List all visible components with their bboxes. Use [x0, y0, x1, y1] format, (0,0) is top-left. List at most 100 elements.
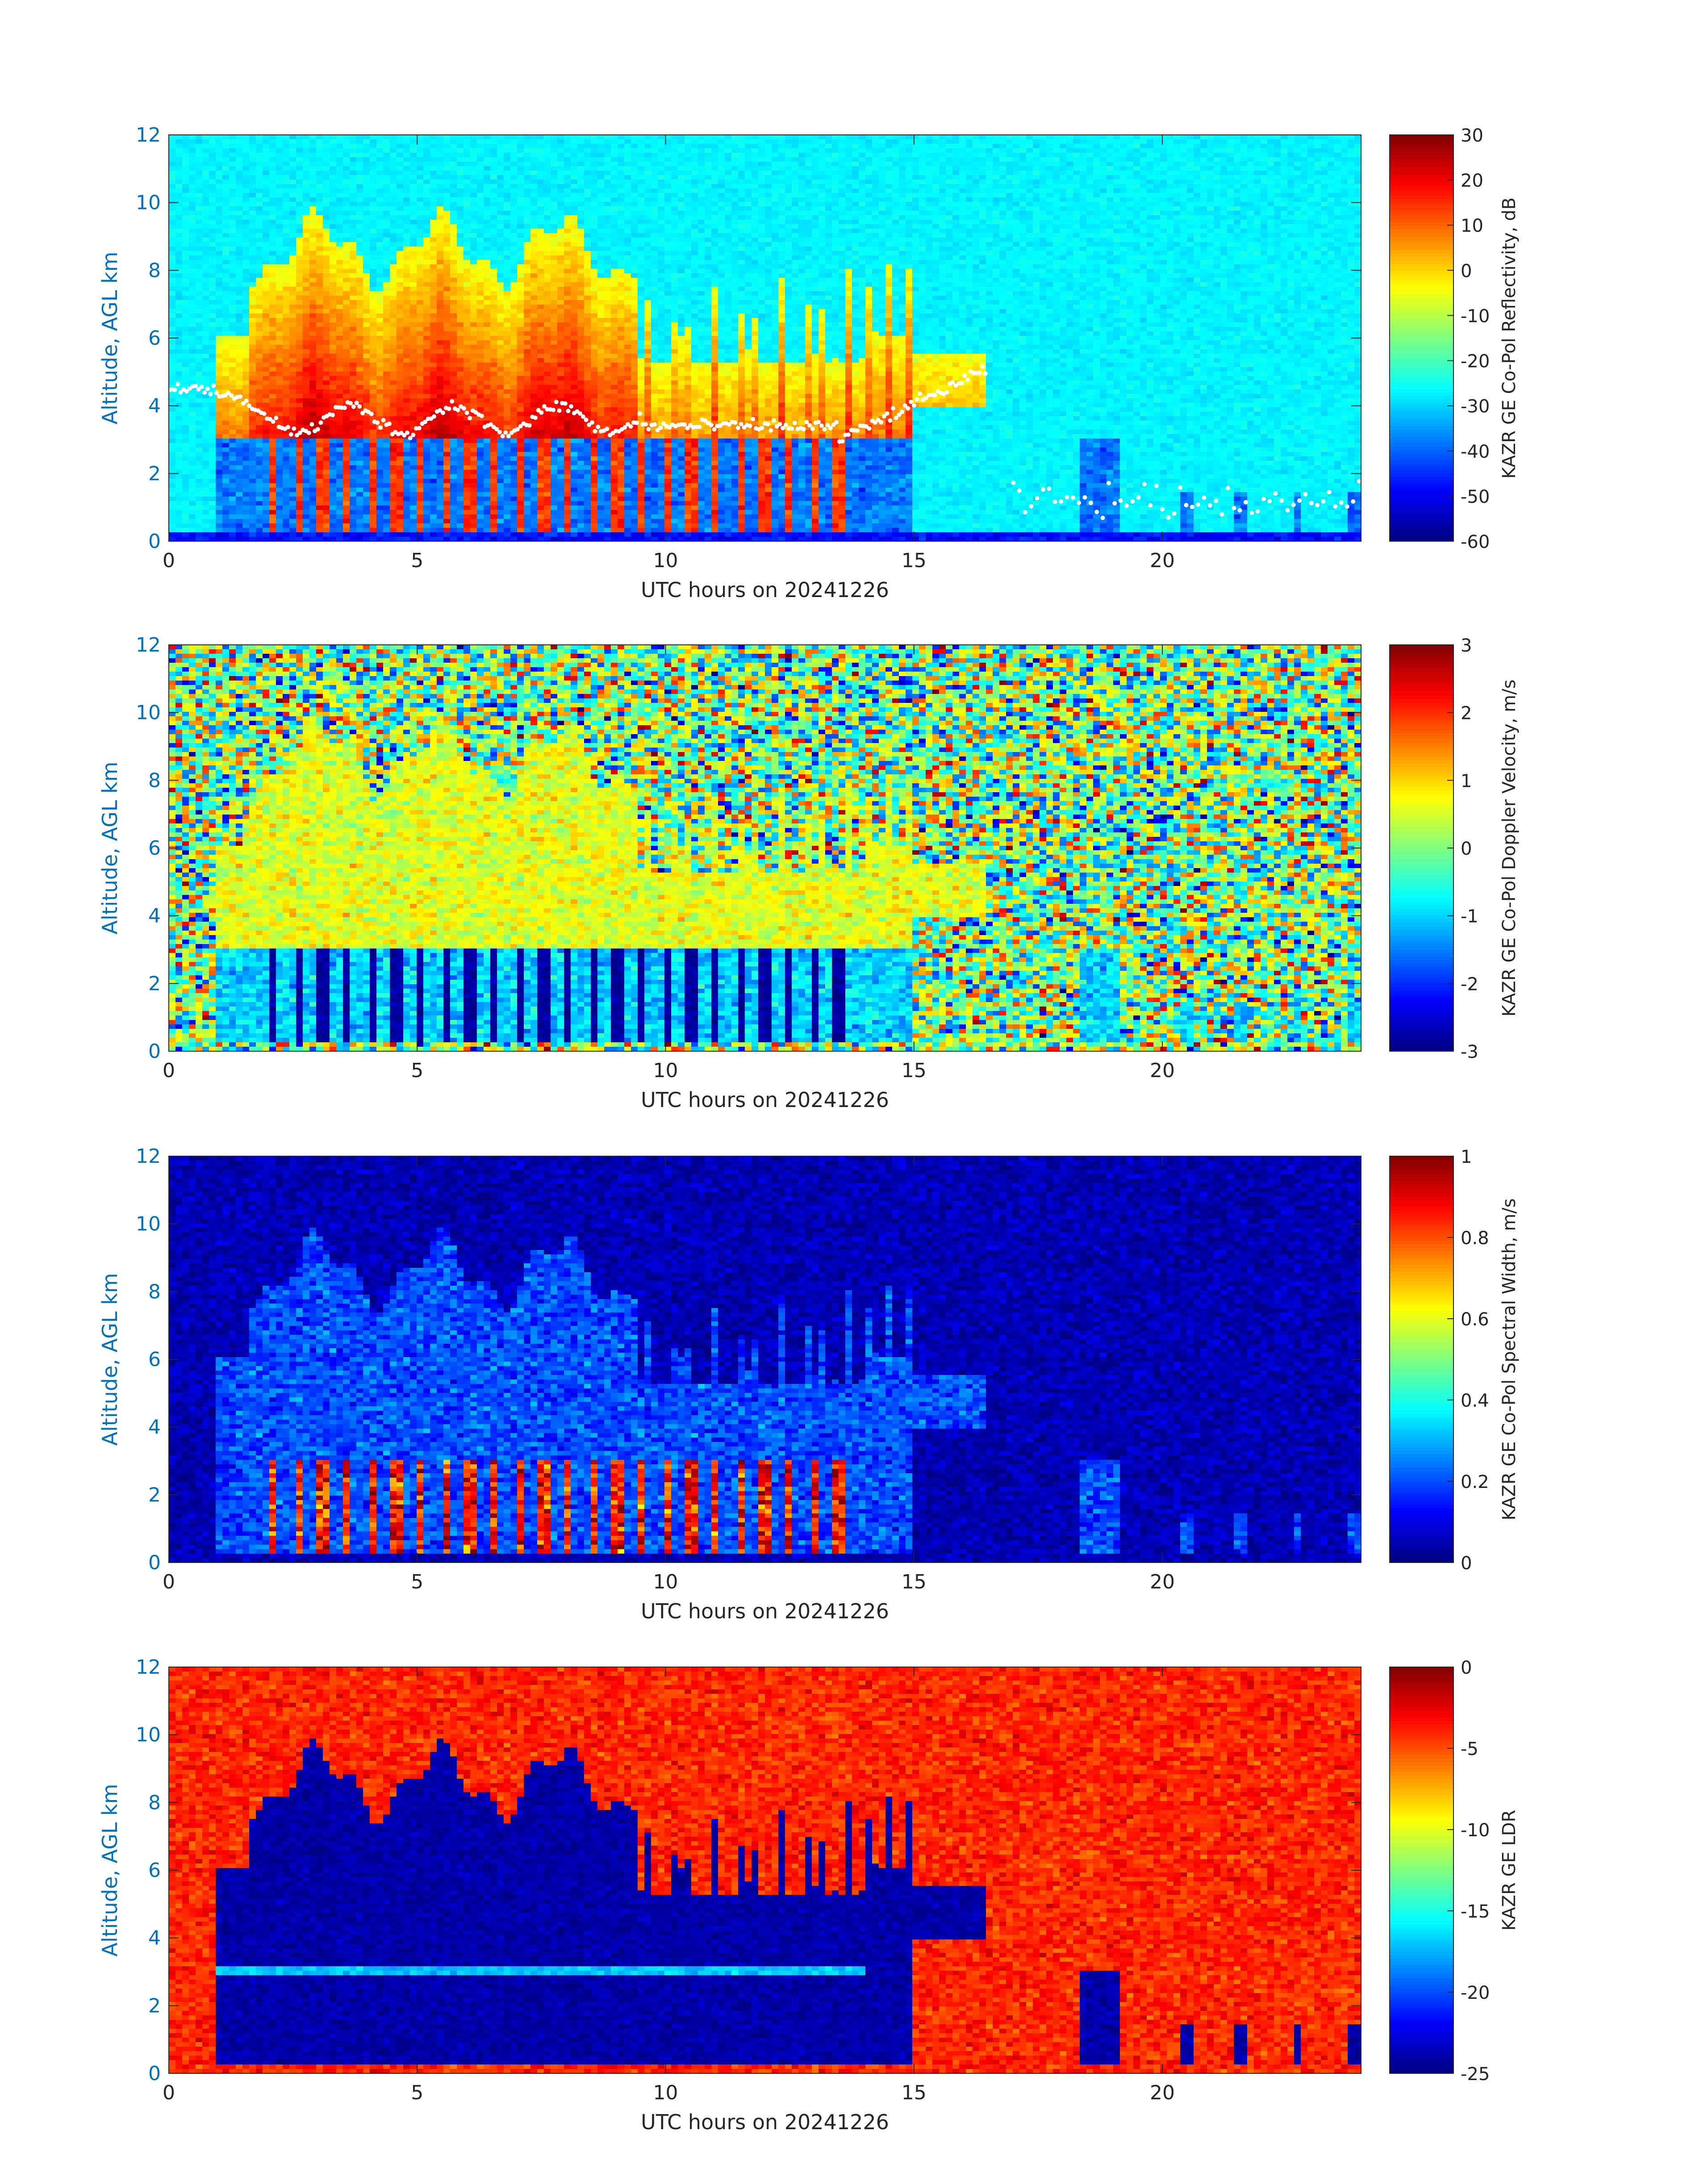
heatmap-cell — [256, 273, 263, 278]
heatmap-cell — [236, 425, 243, 430]
heatmap-cell — [209, 506, 216, 510]
heatmap-cell — [229, 385, 236, 390]
heatmap-cell — [289, 380, 296, 385]
heatmap-cell — [196, 456, 203, 461]
heatmap-cell — [323, 287, 330, 292]
heatmap-cell — [196, 532, 203, 537]
heatmap-cell — [216, 479, 223, 484]
heatmap-cell — [196, 479, 203, 484]
heatmap-cell — [169, 211, 176, 216]
heatmap-cell — [263, 278, 270, 283]
heatmap-cell — [296, 255, 303, 260]
heatmap-cell — [263, 193, 270, 198]
heatmap-cell — [256, 439, 263, 443]
heatmap-cell — [263, 479, 270, 484]
heatmap-cell — [283, 264, 290, 269]
heatmap-cell — [289, 215, 296, 220]
heatmap-cell — [209, 497, 216, 501]
heatmap-cell — [276, 345, 283, 350]
heatmap-cell — [316, 336, 323, 341]
heatmap-cell — [303, 171, 310, 175]
heatmap-cell — [236, 483, 243, 488]
heatmap-cell — [202, 363, 209, 368]
heatmap-cell — [236, 327, 243, 332]
heatmap-cell — [309, 492, 317, 497]
heatmap-cell — [249, 309, 256, 314]
heatmap-cell — [175, 501, 183, 506]
heatmap-cell — [276, 269, 283, 274]
heatmap-cell — [209, 287, 216, 292]
heatmap-cell — [289, 309, 296, 314]
heatmap-cell — [256, 367, 263, 372]
heatmap-cell — [303, 465, 310, 470]
heatmap-cell — [296, 206, 303, 211]
heatmap-cell — [202, 197, 209, 202]
heatmap-cell — [289, 497, 296, 501]
heatmap-cell — [189, 224, 196, 229]
heatmap-cell — [323, 188, 330, 193]
heatmap-cell — [249, 157, 256, 162]
heatmap-cell — [283, 148, 290, 153]
heatmap-cell — [222, 412, 230, 417]
heatmap-cell — [323, 336, 330, 341]
heatmap-cell — [269, 193, 276, 198]
heatmap-cell — [269, 260, 276, 265]
heatmap-cell — [289, 148, 296, 153]
heatmap-cell — [263, 488, 270, 493]
heatmap-cell — [283, 394, 290, 399]
heatmap-cell — [189, 206, 196, 211]
heatmap-cell — [283, 519, 290, 524]
heatmap-cell — [263, 519, 270, 524]
heatmap-cell — [242, 349, 250, 354]
heatmap-cell — [316, 229, 323, 234]
heatmap-cell — [303, 488, 310, 493]
heatmap-cell — [209, 425, 216, 430]
heatmap-cell — [236, 291, 243, 296]
heatmap-cell — [330, 144, 337, 149]
heatmap-cell — [182, 278, 189, 283]
heatmap-cell — [236, 340, 243, 345]
heatmap-cell — [242, 434, 250, 439]
heatmap-cell — [256, 474, 263, 479]
heatmap-cell — [256, 506, 263, 510]
heatmap-cell — [182, 238, 189, 242]
heatmap-cell — [303, 273, 310, 278]
heatmap-cell — [323, 470, 330, 475]
heatmap-cell — [182, 264, 189, 269]
heatmap-cell — [256, 188, 263, 193]
heatmap-cell — [182, 322, 189, 327]
heatmap-cell — [242, 430, 250, 435]
heatmap-cell — [216, 224, 223, 229]
heatmap-cell — [175, 180, 183, 184]
heatmap-cell — [316, 412, 323, 417]
heatmap-cell — [242, 501, 250, 506]
heatmap-cell — [196, 135, 203, 140]
heatmap-cell — [229, 135, 236, 140]
heatmap-cell — [209, 367, 216, 372]
heatmap-cell — [175, 197, 183, 202]
heatmap-cell — [229, 336, 236, 341]
heatmap-cell — [256, 425, 263, 430]
heatmap-cell — [229, 220, 236, 225]
heatmap-cell — [303, 532, 310, 537]
heatmap-cell — [309, 144, 317, 149]
heatmap-cell — [289, 447, 296, 452]
heatmap-cell — [209, 340, 216, 345]
heatmap-cell — [323, 425, 330, 430]
heatmap-cell — [169, 260, 176, 265]
heatmap-cell — [323, 394, 330, 399]
heatmap-cell — [276, 322, 283, 327]
heatmap-cell — [229, 260, 236, 265]
heatmap-cell — [236, 430, 243, 435]
heatmap-cell — [182, 215, 189, 220]
heatmap-cell — [242, 322, 250, 327]
heatmap-cell — [296, 269, 303, 274]
heatmap-cell — [303, 412, 310, 417]
heatmap-cell — [309, 255, 317, 260]
heatmap-cell — [283, 412, 290, 417]
heatmap-cell — [222, 506, 230, 510]
heatmap-cell — [316, 282, 323, 287]
heatmap-cell — [256, 211, 263, 216]
heatmap-cell — [189, 282, 196, 287]
heatmap-cell — [222, 492, 230, 497]
